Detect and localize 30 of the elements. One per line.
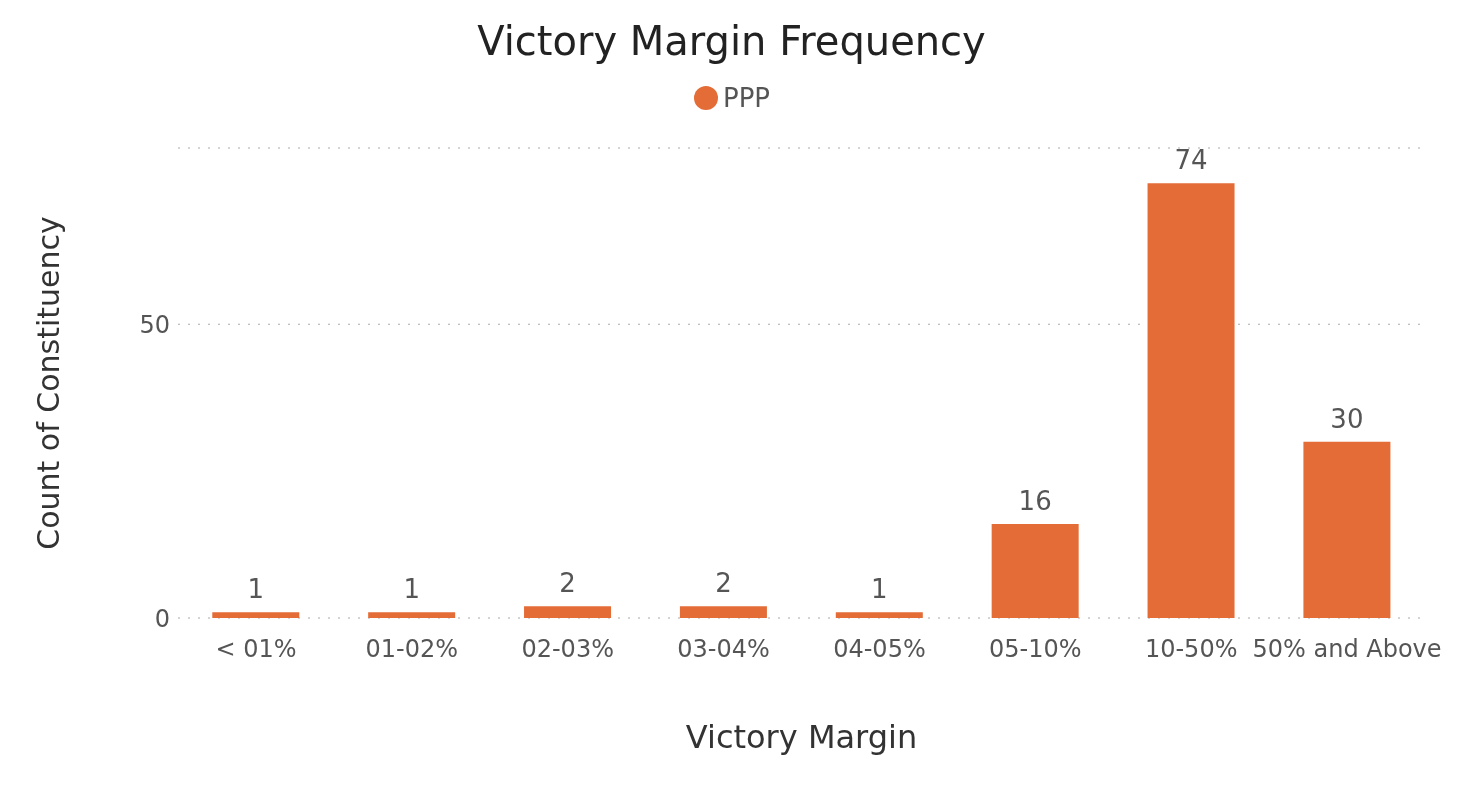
- data-label: 1: [403, 574, 420, 605]
- bar: [1147, 183, 1235, 618]
- y-tick-label: 50: [139, 310, 170, 339]
- x-axis-title: Victory Margin: [685, 718, 918, 756]
- x-tick-label: 02-03%: [521, 635, 614, 664]
- bar: [679, 606, 767, 618]
- data-label: 2: [715, 568, 732, 599]
- x-tick-label: 01-02%: [365, 635, 459, 664]
- x-tick-label: < 01%: [215, 635, 297, 664]
- x-tick-label: 03-04%: [677, 635, 770, 664]
- bar: [1303, 441, 1391, 618]
- bar: [835, 612, 923, 618]
- y-tick-label: 0: [154, 604, 170, 633]
- bar: [524, 606, 612, 618]
- x-tick-label: 04-05%: [833, 635, 926, 664]
- bar: [368, 612, 456, 618]
- y-axis-title: Count of Constituency: [30, 216, 66, 550]
- data-label: 30: [1330, 403, 1364, 434]
- bar: [991, 524, 1079, 618]
- data-label: 1: [247, 574, 265, 605]
- x-tick-label: 10-50%: [1144, 635, 1238, 664]
- data-label: 2: [559, 568, 576, 599]
- data-label: 74: [1174, 145, 1208, 176]
- chart-title: Victory Margin Frequency: [476, 17, 987, 66]
- x-tick-label: 05-10%: [989, 635, 1082, 664]
- legend-label: PPP: [721, 83, 771, 113]
- data-label: 1: [871, 574, 888, 605]
- bar: [212, 612, 300, 618]
- x-tick-label: 50% and Above: [1252, 635, 1442, 664]
- data-label: 16: [1018, 486, 1052, 516]
